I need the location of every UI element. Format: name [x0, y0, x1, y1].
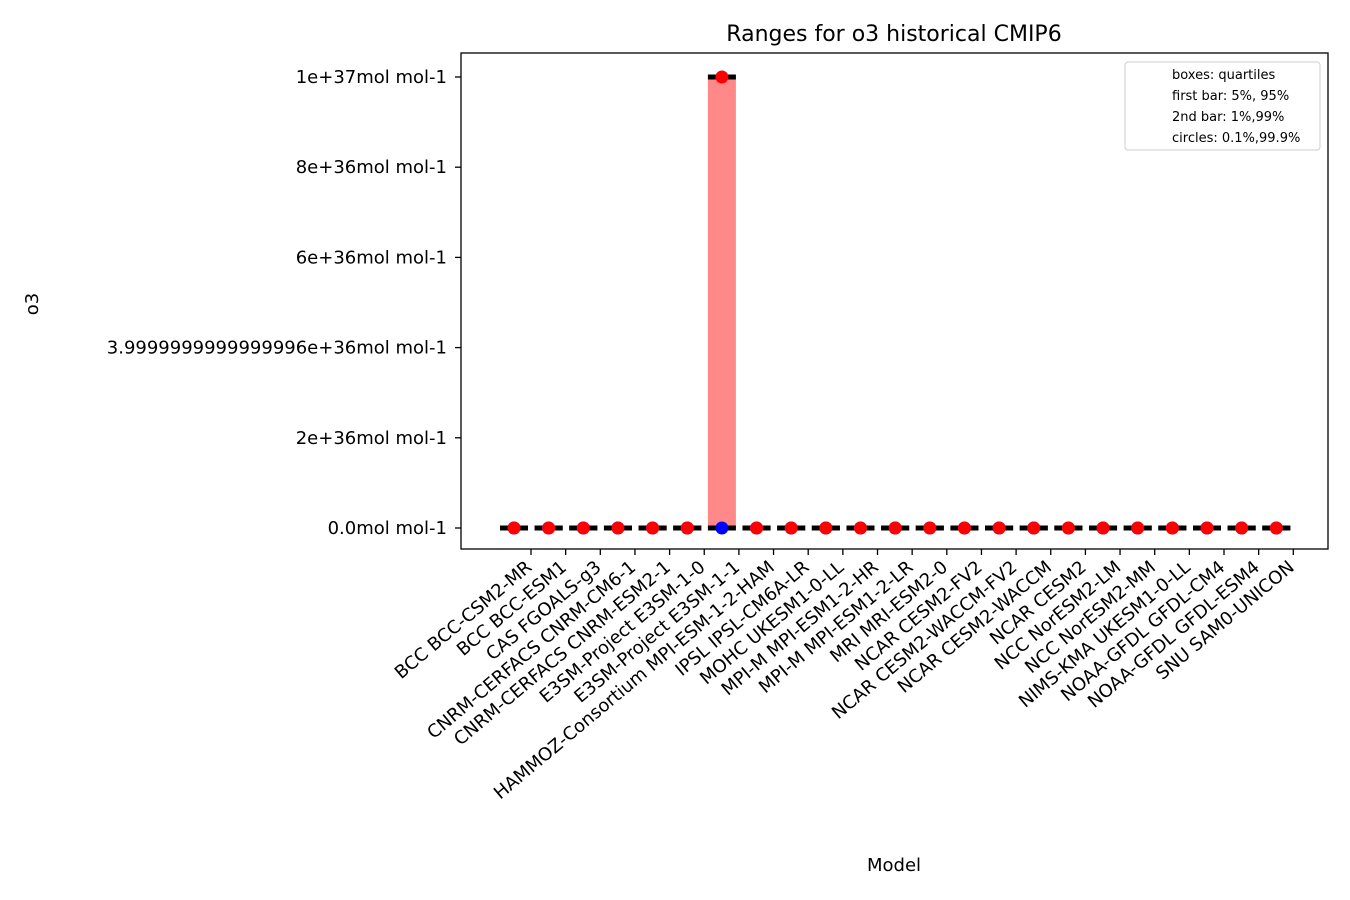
circle-high-19: [1165, 521, 1179, 535]
y-axis-label: o3: [22, 293, 43, 315]
circle-high-22: [1269, 521, 1283, 535]
box-6: [707, 77, 736, 528]
y-tick-label-1: 2e+36mol mol-1: [296, 428, 447, 449]
circle-high-4: [646, 521, 660, 535]
y-tick-label-5: 1e+37mol mol-1: [296, 67, 447, 88]
circle-high-20: [1200, 521, 1214, 535]
circle-high-17: [1096, 521, 1110, 535]
chart-title: Ranges for o3 historical CMIP6: [726, 22, 1061, 47]
y-tick-label-2: 3.9999999999999996e+36mol mol-1: [107, 338, 447, 359]
circle-high-9: [819, 521, 833, 535]
y-tick-label-3: 6e+36mol mol-1: [296, 247, 447, 268]
circle-high-2: [576, 521, 590, 535]
legend-entry-boxes: boxes: quartiles: [1172, 68, 1276, 83]
circle-high-11: [888, 521, 902, 535]
legend: boxes: quartiles first bar: 5%, 95% 2nd …: [1124, 61, 1321, 151]
circle-high-5: [680, 521, 694, 535]
circle-high-14: [992, 521, 1006, 535]
circle-high-7: [750, 521, 764, 535]
legend-box: [1124, 61, 1321, 151]
legend-entry-first-bar: first bar: 5%, 95%: [1172, 89, 1289, 104]
chart-marks: [500, 70, 1291, 535]
circle-high-3: [611, 521, 625, 535]
x-axis-label: Model: [867, 855, 921, 876]
circle-high-0: [507, 521, 521, 535]
y-tick-label-0: 0.0mol mol-1: [328, 518, 447, 539]
circle-high-1: [542, 521, 556, 535]
legend-entry-second-bar: 2nd bar: 1%,99%: [1172, 110, 1284, 125]
plot-frame: [460, 52, 1329, 550]
circle-low-6: [715, 521, 729, 535]
circle-high-15: [1027, 521, 1041, 535]
circle-high-16: [1061, 521, 1075, 535]
circle-high-10: [854, 521, 867, 535]
circle-high-13: [957, 521, 971, 535]
legend-entry-circles: circles: 0.1%,99.9%: [1172, 131, 1300, 146]
circle-high-8: [784, 521, 798, 535]
y-axis: 0.0mol mol-1 2e+36mol mol-1 3.999999999999…: [107, 67, 461, 539]
circle-high-6: [715, 70, 729, 84]
circle-high-18: [1131, 521, 1145, 535]
circle-high-12: [923, 521, 937, 535]
circle-high-21: [1235, 521, 1249, 535]
y-tick-label-4: 8e+36mol mol-1: [296, 157, 447, 178]
